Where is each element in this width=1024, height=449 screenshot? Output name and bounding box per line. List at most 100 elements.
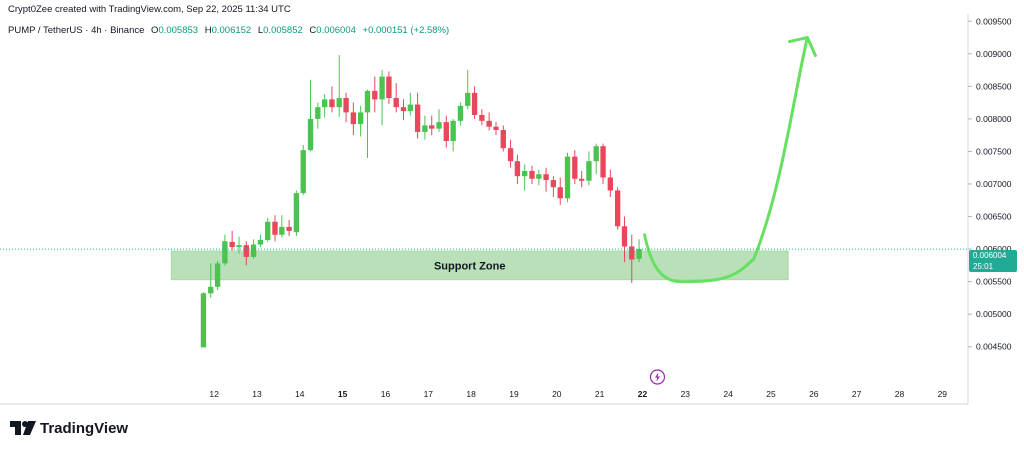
- candle-down: [400, 99, 407, 121]
- candle-body: [600, 146, 606, 178]
- candle-body: [214, 263, 221, 287]
- candle-body: [507, 148, 514, 162]
- candle-down: [614, 187, 621, 230]
- candle-up: [364, 89, 371, 158]
- candle-down: [543, 167, 549, 192]
- date-tick-label: 20: [552, 389, 562, 399]
- date-tick-label: 12: [209, 389, 219, 399]
- date-tick-label: 25: [766, 389, 776, 399]
- candle-body: [257, 239, 264, 245]
- close-value: 0.006004: [316, 25, 356, 36]
- open-label: O: [151, 25, 159, 36]
- date-tick-label: 14: [295, 389, 305, 399]
- price-tick-label: 0.004500: [976, 342, 1012, 352]
- candle-down: [578, 170, 585, 188]
- low-value: 0.005852: [263, 25, 303, 36]
- candle-body: [422, 125, 428, 132]
- candle-up: [208, 263, 214, 298]
- candle-body: [457, 105, 464, 121]
- price-tick-label: 0.007500: [976, 146, 1012, 156]
- candle-body: [222, 241, 228, 264]
- candle-down: [443, 115, 449, 148]
- candle-body: [536, 174, 542, 179]
- candle-down: [514, 154, 521, 184]
- candle-body: [564, 156, 571, 199]
- lightning-icon: [649, 369, 666, 385]
- price-tick-label: 0.005500: [976, 277, 1012, 287]
- open-value: 0.005853: [158, 25, 199, 36]
- projection-arrow-path: [643, 36, 809, 284]
- candle-body: [407, 104, 414, 112]
- candle-down: [629, 234, 635, 283]
- candle-up: [307, 79, 314, 152]
- candle-down: [243, 241, 249, 266]
- candle-body: [329, 99, 335, 108]
- close-label: C: [309, 25, 317, 36]
- candle-up: [593, 143, 599, 175]
- candle-body: [400, 107, 407, 112]
- date-tick-label: 28: [895, 389, 905, 399]
- candle-down: [572, 150, 578, 184]
- date-tick-label: 13: [252, 389, 262, 399]
- candle-body: [522, 170, 528, 177]
- candle-up: [636, 239, 642, 263]
- candle-body: [300, 150, 306, 194]
- candle-up: [586, 151, 592, 186]
- candle-body: [272, 221, 278, 235]
- candle-body: [357, 112, 364, 125]
- candle-body: [621, 226, 628, 247]
- candle-body: [250, 244, 257, 257]
- candle-body: [607, 177, 614, 191]
- date-tick-label: 23: [681, 389, 691, 399]
- candle-down: [329, 86, 335, 113]
- candle-up: [300, 144, 306, 196]
- price-tick-label: 0.007000: [976, 179, 1012, 189]
- candle-down: [550, 176, 557, 197]
- candle-body: [315, 107, 321, 119]
- candle-up: [336, 55, 342, 117]
- candle-body: [500, 129, 506, 149]
- candle-body: [429, 125, 435, 129]
- axes-layer: 0.004500 0.005000 0.005500 0.006000 0.006500…: [0, 14, 1012, 405]
- last-price-tag: 0.006004 25:01: [969, 250, 1017, 272]
- date-tick-label: 24: [723, 389, 733, 399]
- date-tick-label: 21: [595, 389, 605, 399]
- candle-body: [471, 92, 478, 115]
- chart-credit: Crypt0Zee created with TradingView.com, …: [8, 4, 291, 15]
- candle-up: [407, 92, 414, 116]
- tradingview-logo[interactable]: TradingView: [10, 418, 128, 438]
- candle-down: [386, 71, 392, 104]
- projection-arrow-layer: [643, 36, 817, 284]
- date-tick-label: 26: [809, 389, 819, 399]
- candle-body: [486, 120, 492, 127]
- high-value: 0.006152: [211, 25, 252, 36]
- high-label: H: [204, 25, 212, 36]
- candle-body: [350, 112, 357, 125]
- candle-down: [479, 109, 485, 126]
- candle-down: [607, 169, 614, 197]
- candle-up: [379, 70, 385, 126]
- candle-up: [265, 217, 271, 242]
- candle-body: [529, 170, 535, 179]
- candle-up: [250, 239, 257, 259]
- candle-down: [429, 115, 435, 136]
- date-tick-label: 22: [638, 389, 648, 399]
- candle-up: [357, 105, 364, 137]
- candle-up: [222, 234, 228, 266]
- candle-body: [593, 146, 599, 162]
- candle-body: [436, 122, 442, 129]
- candle-body: [372, 90, 378, 100]
- price-tick-label: 0.006000: [976, 244, 1012, 254]
- symbol-name: PUMP / TetherUS · 4h · Binance: [8, 25, 145, 36]
- candle-body: [336, 98, 342, 108]
- date-tick-label: 19: [509, 389, 519, 399]
- candle-body: [557, 187, 563, 199]
- candle-down: [272, 215, 278, 242]
- candle-body: [636, 249, 642, 259]
- candle-body: [229, 241, 235, 248]
- support-zone-label: Support Zone: [434, 260, 506, 272]
- candle-body: [343, 98, 349, 113]
- candle-body: [286, 226, 292, 231]
- candle-up: [457, 102, 464, 126]
